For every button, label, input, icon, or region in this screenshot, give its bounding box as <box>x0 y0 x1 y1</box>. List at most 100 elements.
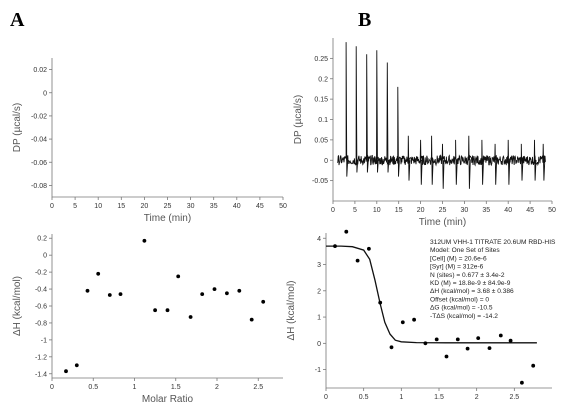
y-tick-label: 4 <box>317 236 321 243</box>
axis-frame <box>332 38 552 202</box>
x-tick-label: 0 <box>324 394 328 401</box>
y-tick-label: 0.15 <box>314 97 328 104</box>
fit-annotation-line: [Syr] (M) = 312e-6 <box>430 264 484 271</box>
x-tick-label: 15 <box>117 203 125 210</box>
data-point <box>96 271 101 276</box>
data-point <box>333 244 337 249</box>
data-point <box>212 287 217 291</box>
fit-annotation-line: -TΔS (kcal/mol) = -14.2 <box>430 313 498 320</box>
data-point <box>64 369 68 374</box>
x-tick-label: 2 <box>475 394 479 401</box>
data-point <box>237 288 242 293</box>
data-point <box>344 229 349 234</box>
x-tick-label: 0.5 <box>88 384 98 391</box>
x-tick-label: 5 <box>73 203 77 210</box>
x-tick-label: 45 <box>526 207 534 214</box>
data-point <box>412 317 416 322</box>
x-tick-label: 10 <box>94 203 102 210</box>
x-tick-label: 50 <box>548 207 556 214</box>
y-tick-label: 1 <box>317 315 321 322</box>
x-tick-label: 50 <box>279 203 287 210</box>
data-point <box>455 337 460 342</box>
data-point <box>165 308 170 313</box>
data-point <box>142 238 147 243</box>
panel-label-a: A <box>10 9 25 31</box>
y-axis-label: ΔH (kcal/mol) <box>12 276 23 336</box>
x-tick-label: 35 <box>482 207 490 214</box>
y-tick-label: -0.4 <box>35 287 47 294</box>
y-tick-label: 0.2 <box>318 76 328 83</box>
data-point <box>487 346 492 350</box>
data-point <box>85 288 90 293</box>
data-point <box>200 292 205 296</box>
data-point <box>465 346 470 351</box>
fit-curve <box>326 245 537 344</box>
y-tick-label: -0.06 <box>31 160 47 167</box>
y-tick-label: -0.6 <box>35 304 47 311</box>
chart-a-isotherm: 0 0.5 1 1.5 2 2.5 0.2 0 -0.2 -0.4 -0.6 -0.8 -1 -1.2 -1… <box>12 234 283 402</box>
x-tick-label: 2.5 <box>253 384 263 391</box>
x-axis-label: Time (min) <box>144 213 191 224</box>
x-tick-label: 0 <box>50 203 54 210</box>
x-tick-label: 45 <box>256 203 264 210</box>
fit-annotation-line: 312UM VHH-1 TITRATE 20.6UM RBD-HIS <box>430 239 556 246</box>
y-tick-label: -0.08 <box>31 183 47 190</box>
x-tick-label: 10 <box>373 207 381 214</box>
x-tick-label: 40 <box>233 203 241 210</box>
data-point <box>476 336 481 340</box>
x-tick-label: 25 <box>164 203 172 210</box>
fit-annotation-line: KD (M) = 18.8e-9 ± 84.9e-9 <box>430 280 511 287</box>
x-tick-label: 25 <box>439 207 447 214</box>
chart-a-thermogram: 0 5 10 15 20 25 30 35 40 45 50 0.02 0 -0.02 -0.04 -0.06… <box>12 58 287 224</box>
x-axis-label: Time (min) <box>419 217 466 228</box>
fit-annotation-line: N (sites) = 0.677 ± 3.4e-2 <box>430 272 505 279</box>
axis-frame <box>51 58 283 198</box>
data-point <box>153 308 158 313</box>
x-tick-label: 35 <box>210 203 218 210</box>
x-tick-label: 1 <box>133 384 137 391</box>
y-tick-label: -0.04 <box>31 137 47 144</box>
y-tick-label: 0.25 <box>314 56 328 63</box>
y-tick-label: 0.02 <box>33 67 47 74</box>
x-tick-label: 1.5 <box>171 384 181 391</box>
x-tick-label: 5 <box>353 207 357 214</box>
y-tick-label: -1 <box>315 367 321 374</box>
x-tick-label: 30 <box>461 207 469 214</box>
data-point <box>107 293 112 297</box>
y-tick-label: 3 <box>317 262 321 269</box>
y-tick-label: 0.2 <box>37 236 47 243</box>
data-point <box>400 320 405 325</box>
x-tick-label: 0 <box>331 207 335 214</box>
x-tick-label: 20 <box>141 203 149 210</box>
y-axis-label: DP (µcal/s) <box>12 103 23 152</box>
data-point <box>508 338 513 343</box>
y-tick-label: -1.2 <box>35 354 47 361</box>
fit-annotation-line: ΔG (kcal/mol) = -10.5 <box>430 305 493 312</box>
chart-b-thermogram: 0 5 10 15 20 25 30 35 40 45 50 0.25 0.2 0.15 0.1 0.05 0 -… <box>293 38 556 228</box>
x-tick-label: 1 <box>399 394 403 401</box>
x-tick-label: 20 <box>417 207 425 214</box>
panel-label-b: B <box>358 9 371 31</box>
y-axis-label: ΔH (kcal/mol) <box>286 280 297 340</box>
y-axis-label: DP (µcal/s) <box>293 95 304 144</box>
y-tick-label: -1.4 <box>35 371 47 378</box>
data-point <box>531 363 536 368</box>
fit-annotation-line: Offset (kcal/mol) = 0 <box>430 296 489 303</box>
x-tick-label: 30 <box>187 203 195 210</box>
data-point <box>188 315 193 319</box>
y-tick-label: 0 <box>324 158 328 165</box>
data-point <box>261 299 266 304</box>
data-point <box>249 317 254 322</box>
data-point <box>176 274 181 279</box>
data-point <box>118 292 123 296</box>
y-tick-label: -0.05 <box>312 178 328 185</box>
x-axis-label: Molar Ratio <box>142 394 194 402</box>
y-tick-label: -0.2 <box>35 270 47 277</box>
y-tick-label: 0 <box>43 253 47 260</box>
y-tick-label: -0.02 <box>31 113 47 120</box>
x-tick-label: 2.5 <box>509 394 519 401</box>
data-point <box>434 337 439 342</box>
data-point <box>225 291 229 296</box>
y-tick-label: 0.1 <box>318 117 328 124</box>
